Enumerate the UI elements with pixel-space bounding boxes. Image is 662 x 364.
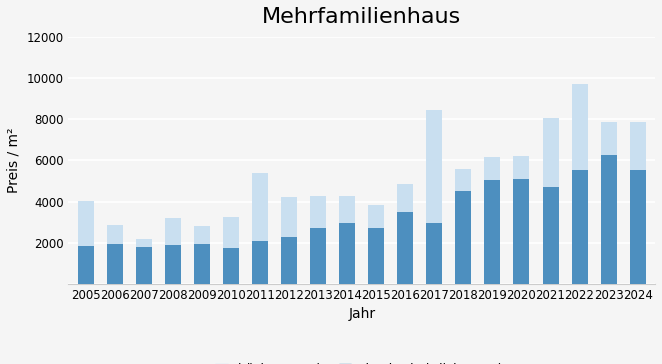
Bar xyxy=(397,184,413,284)
Bar xyxy=(571,170,588,284)
Bar xyxy=(310,197,326,284)
Bar xyxy=(630,122,645,284)
Bar xyxy=(165,218,181,284)
Bar xyxy=(426,110,442,284)
Bar xyxy=(281,197,297,284)
Bar xyxy=(600,122,616,284)
Bar xyxy=(485,157,500,284)
Bar xyxy=(281,237,297,284)
Bar xyxy=(397,212,413,284)
Bar xyxy=(165,245,181,284)
Bar xyxy=(252,173,268,284)
Bar xyxy=(223,248,239,284)
Bar xyxy=(107,244,123,284)
Bar xyxy=(600,155,616,284)
Bar xyxy=(310,228,326,284)
X-axis label: Jahr: Jahr xyxy=(348,307,375,321)
Bar xyxy=(136,239,152,284)
Bar xyxy=(78,246,94,284)
Bar xyxy=(368,205,384,284)
Bar xyxy=(252,241,268,284)
Bar xyxy=(543,187,559,284)
Bar xyxy=(485,180,500,284)
Bar xyxy=(571,84,588,284)
Bar xyxy=(543,118,559,284)
Bar xyxy=(136,247,152,284)
Bar xyxy=(455,169,471,284)
Bar xyxy=(194,226,210,284)
Bar xyxy=(339,223,355,284)
Bar xyxy=(107,225,123,284)
Bar xyxy=(426,223,442,284)
Bar xyxy=(223,217,239,284)
Bar xyxy=(514,179,530,284)
Title: Mehrfamilienhaus: Mehrfamilienhaus xyxy=(262,7,461,27)
Bar xyxy=(78,201,94,284)
Bar xyxy=(630,170,645,284)
Bar xyxy=(455,191,471,284)
Bar xyxy=(339,197,355,284)
Bar xyxy=(368,228,384,284)
Bar xyxy=(514,156,530,284)
Bar xyxy=(194,244,210,284)
Legend: höchster Preis, durchschnittlicher Preis: höchster Preis, durchschnittlicher Preis xyxy=(211,359,513,364)
Y-axis label: Preis / m²: Preis / m² xyxy=(7,128,21,193)
